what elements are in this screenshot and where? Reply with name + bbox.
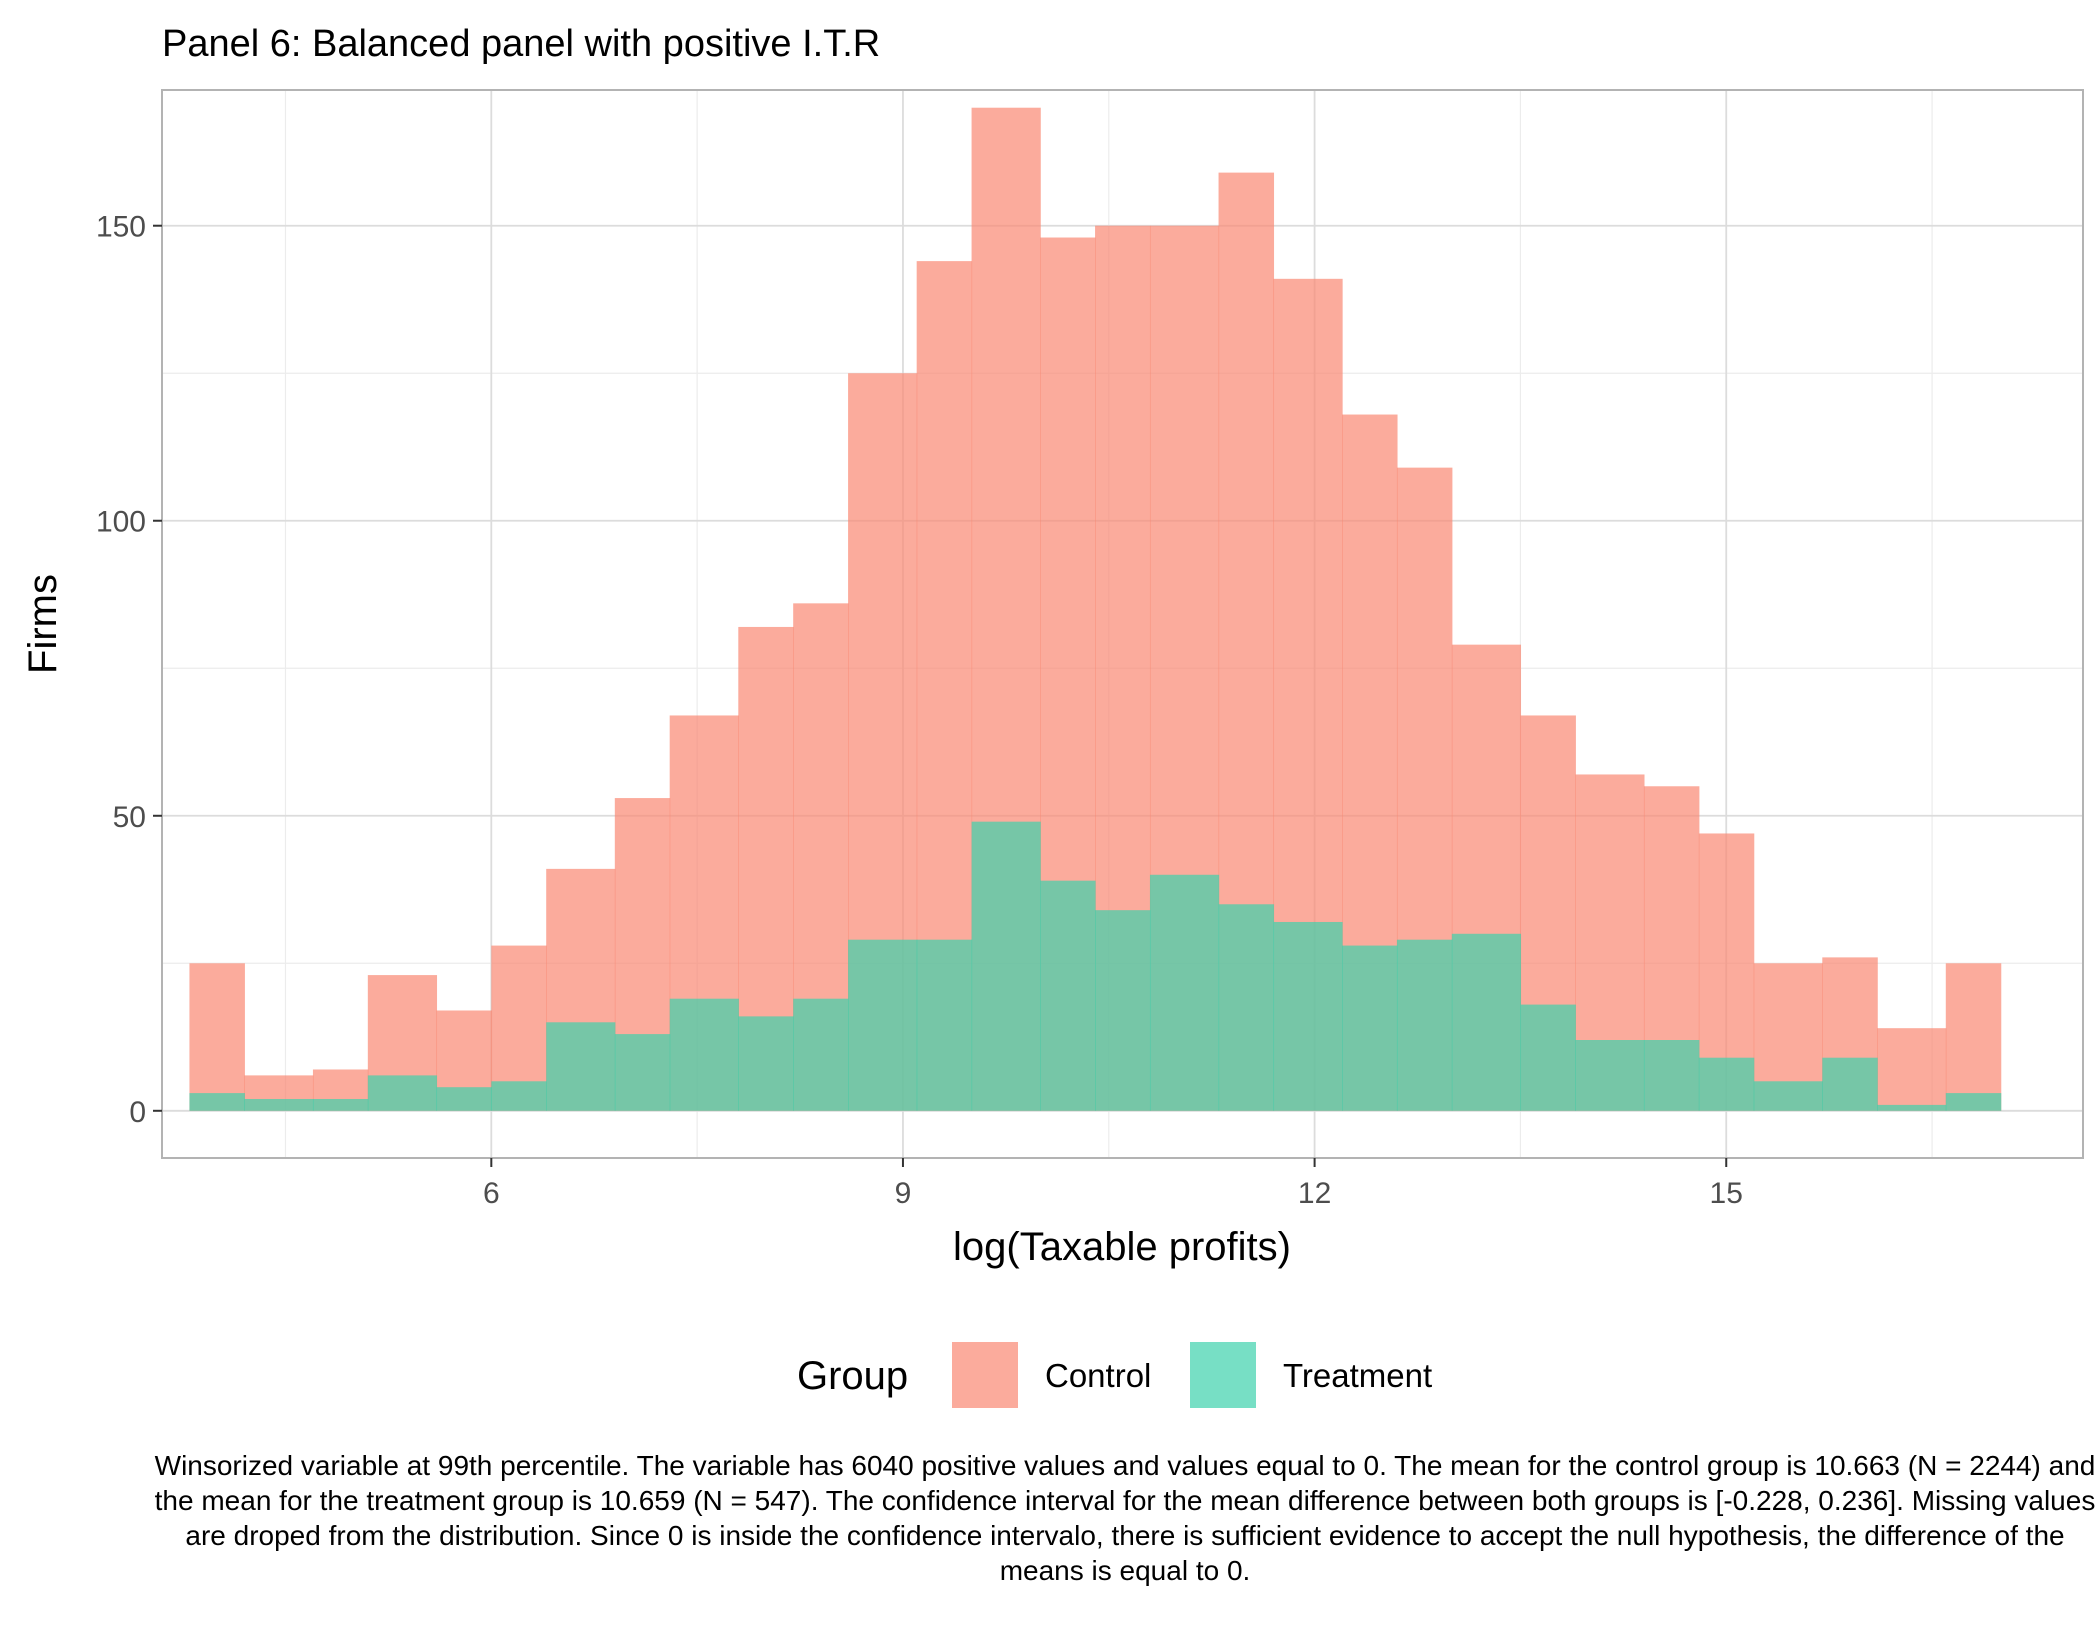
control-bar xyxy=(189,963,245,1111)
treatment-bar xyxy=(367,1075,438,1111)
legend-swatch-control xyxy=(952,1342,1018,1408)
treatment-bar xyxy=(1273,921,1343,1111)
treatment-bar xyxy=(1575,1039,1645,1111)
x-tick-label: 15 xyxy=(1710,1177,1743,1210)
treatment-bar xyxy=(1753,1081,1823,1111)
treatment-bar xyxy=(1342,945,1398,1111)
legend-label-control: Control xyxy=(1045,1357,1151,1394)
x-axis-ticks: 6 9 12 15 xyxy=(483,1158,1743,1210)
x-tick-label: 12 xyxy=(1298,1177,1331,1210)
treatment-bar xyxy=(491,1081,547,1111)
treatment-bar xyxy=(1822,1057,1878,1111)
treatment-bar xyxy=(669,998,739,1111)
legend-swatch-treatment xyxy=(1190,1342,1256,1408)
plot-panel-border xyxy=(161,89,2084,1159)
treatment-bar xyxy=(546,1022,616,1111)
treatment-bar xyxy=(1698,1057,1755,1111)
y-axis-title: Firms xyxy=(21,574,65,674)
treatment-bar xyxy=(738,1016,794,1111)
treatment-bar xyxy=(1877,1104,1947,1111)
y-tick-label: 0 xyxy=(129,1096,146,1129)
treatment-bar xyxy=(312,1098,369,1111)
treatment-bar xyxy=(189,1093,245,1111)
treatment-bar xyxy=(1945,1093,2002,1111)
y-tick-label: 50 xyxy=(113,801,146,834)
y-tick-label: 100 xyxy=(96,506,146,539)
treatment-bar xyxy=(1218,904,1275,1111)
x-tick-label: 9 xyxy=(895,1177,912,1210)
control-bar xyxy=(1877,1028,1947,1111)
treatment-bar xyxy=(1451,933,1522,1111)
treatment-bar xyxy=(1643,1039,1700,1111)
treatment-bar xyxy=(971,821,1041,1111)
treatment-bar xyxy=(1396,939,1453,1111)
treatment-bar xyxy=(244,1098,314,1111)
y-axis-ticks: 0 50 100 150 xyxy=(96,211,162,1129)
treatment-bar xyxy=(614,1034,671,1111)
chart-caption: Winsorized variable at 99th percentile. … xyxy=(154,1450,2096,1586)
x-axis-title: log(Taxable profits) xyxy=(953,1225,1291,1269)
treatment-bar xyxy=(1040,880,1096,1111)
legend-label-treatment: Treatment xyxy=(1283,1357,1432,1394)
control-bar xyxy=(1945,963,2002,1111)
treatment-bar xyxy=(916,939,973,1111)
y-tick-label: 150 xyxy=(96,211,146,244)
treatment-bar xyxy=(1520,1004,1576,1111)
treatment-bar xyxy=(436,1087,492,1111)
x-tick-label: 6 xyxy=(483,1177,500,1210)
treatment-bar xyxy=(1095,910,1151,1111)
treatment-bars xyxy=(189,821,2002,1111)
legend-title: Group xyxy=(797,1354,908,1398)
legend: Group Control Treatment xyxy=(797,1342,1432,1408)
treatment-bar xyxy=(1149,874,1220,1111)
chart-title: Panel 6: Balanced panel with positive I.… xyxy=(162,23,880,65)
treatment-bar xyxy=(793,998,849,1111)
treatment-bar xyxy=(848,939,918,1111)
